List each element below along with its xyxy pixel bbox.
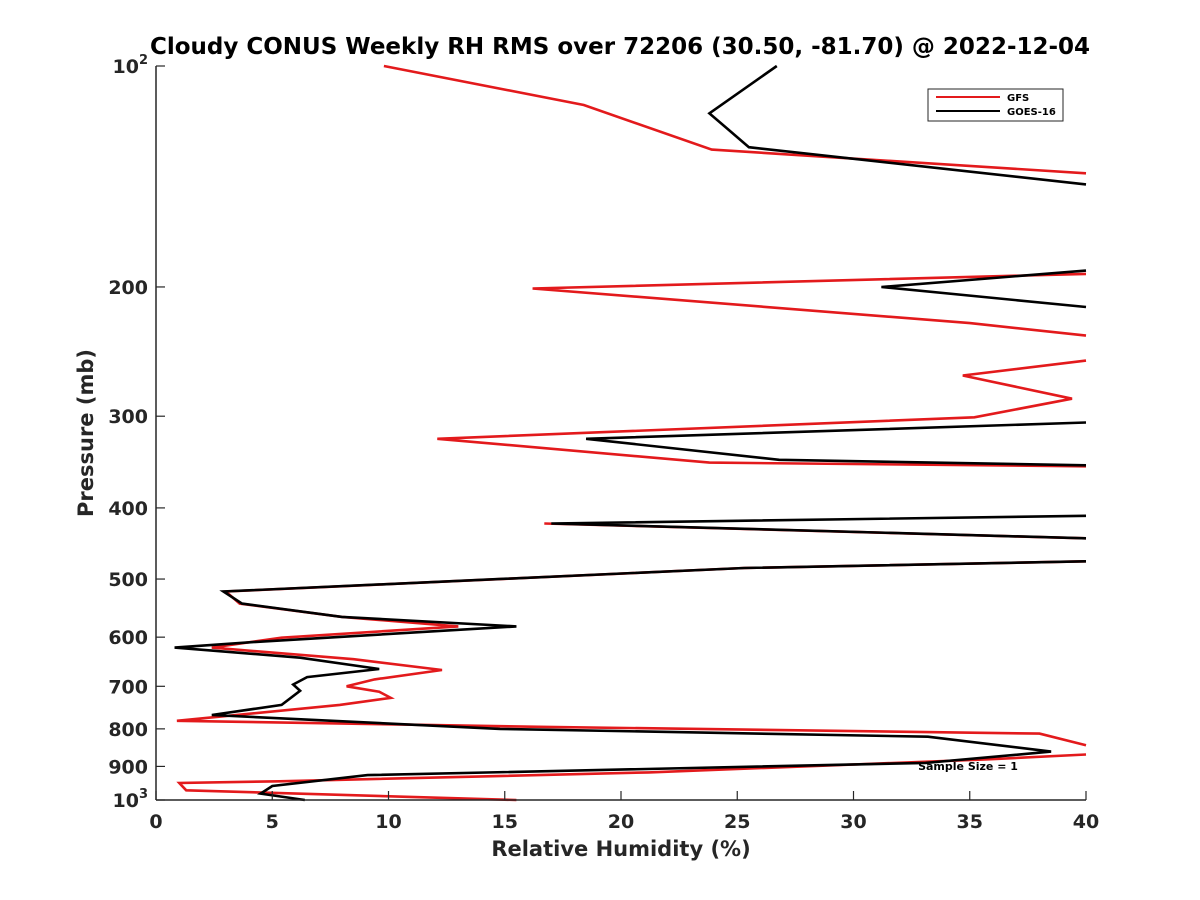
y-axis-label: Pressure (mb) xyxy=(74,349,98,517)
x-tick-label: 25 xyxy=(724,811,750,833)
y-tick-label: 300 xyxy=(108,406,148,428)
x-tick-label: 15 xyxy=(492,811,518,833)
y-tick-label: 600 xyxy=(108,627,148,649)
legend: GFS GOES-16 xyxy=(927,88,1064,122)
legend-label-gfs: GFS xyxy=(1007,93,1029,104)
x-tick-label: 35 xyxy=(957,811,983,833)
y-tick-label: 800 xyxy=(108,719,148,741)
legend-label-goes-16: GOES-16 xyxy=(1007,107,1056,118)
series-line-goes-16 xyxy=(174,64,1087,802)
x-axis-label: Relative Humidity (%) xyxy=(491,837,750,861)
chart-title: Cloudy CONUS Weekly RH RMS over 72206 (3… xyxy=(150,34,1090,60)
legend-box xyxy=(927,88,1064,122)
y-tick-label: 500 xyxy=(108,569,148,591)
y-tick-label: 400 xyxy=(108,498,148,520)
series-layer xyxy=(174,64,1087,802)
x-tick-label: 40 xyxy=(1073,811,1099,833)
y-tick-label: 700 xyxy=(108,676,148,698)
x-ticks: 0 5 10 15 20 25 30 35 40 xyxy=(149,791,1099,833)
x-tick-label: 10 xyxy=(375,811,401,833)
sample-size-annotation: Sample Size = 1 xyxy=(918,760,1018,773)
y-tick-label: 900 xyxy=(108,756,148,778)
x-tick-label: 30 xyxy=(840,811,866,833)
x-tick-label: 0 xyxy=(149,811,162,833)
x-tick-label: 20 xyxy=(608,811,634,833)
x-tick-label: 5 xyxy=(266,811,279,833)
y-tick-label: 200 xyxy=(108,277,148,299)
